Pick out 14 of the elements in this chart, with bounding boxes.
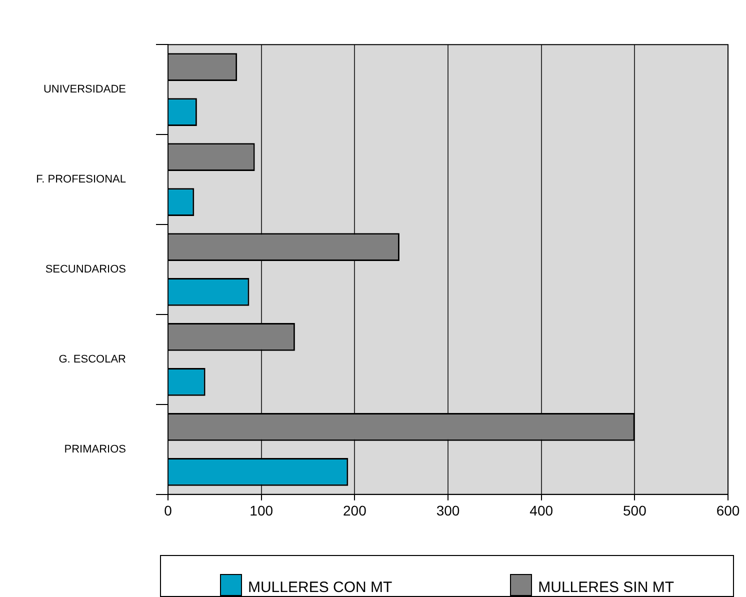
y-tick-label: UNIVERSIDADE <box>43 84 126 96</box>
y-tick-label: G. ESCOLAR <box>58 353 126 366</box>
x-tick-label: 500 <box>622 502 647 519</box>
x-tick-label: 400 <box>530 502 554 519</box>
y-tick-label: PRIMARIOS <box>64 443 126 456</box>
legend-label: MULLERES SIN MT <box>538 579 674 596</box>
x-tick-label: 0 <box>164 502 172 519</box>
x-tick-label: 100 <box>250 502 274 519</box>
x-tick-label: 600 <box>716 502 740 519</box>
y-tick-label: SECUNDARIOS <box>45 264 126 276</box>
x-tick-label: 200 <box>342 502 367 519</box>
x-tick-label: 300 <box>436 502 460 519</box>
y-tick-label: F. PROFESIONAL <box>36 174 126 186</box>
legend-label: MULLERES CON MT <box>248 579 392 596</box>
